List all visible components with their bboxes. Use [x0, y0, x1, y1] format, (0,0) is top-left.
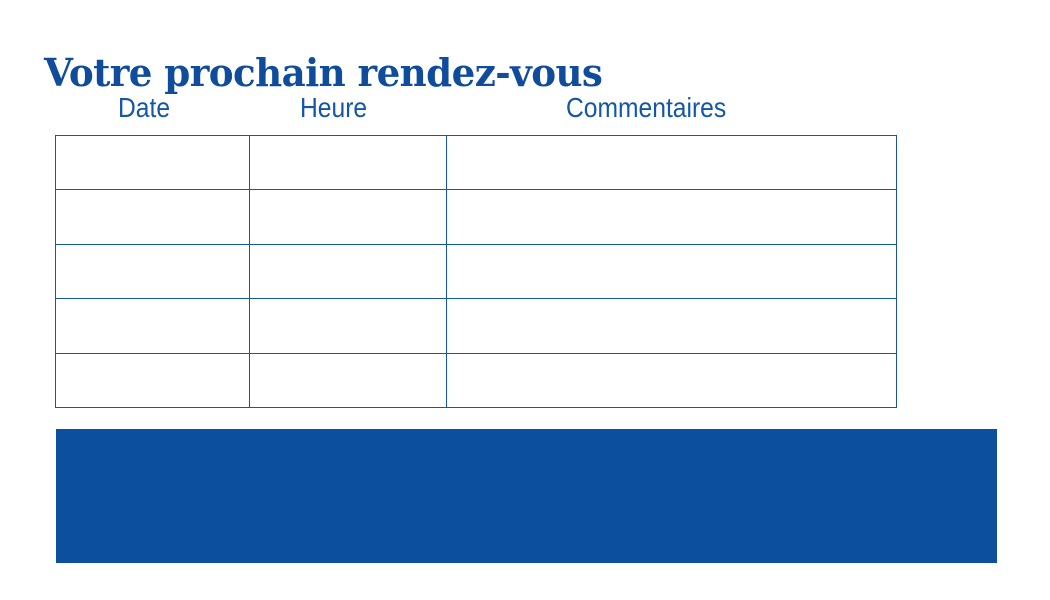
cell-commentaires[interactable]: [446, 298, 897, 354]
appointments-table: [55, 134, 897, 408]
cell-heure[interactable]: [249, 189, 447, 245]
cell-date[interactable]: [55, 352, 250, 408]
cell-commentaires[interactable]: [446, 352, 897, 408]
table-row: [55, 352, 897, 408]
cell-heure[interactable]: [249, 298, 447, 354]
table-row: [55, 134, 897, 191]
cell-heure[interactable]: [249, 134, 447, 191]
page-title: Votre prochain rendez-vous: [44, 50, 603, 96]
cell-heure[interactable]: [249, 352, 447, 408]
appointments-table-body: [55, 134, 897, 408]
table-row: [55, 243, 897, 300]
cell-date[interactable]: [55, 189, 250, 245]
table-row: [55, 298, 897, 354]
cell-commentaires[interactable]: [446, 243, 897, 300]
table-row: [55, 189, 897, 245]
blue-banner-block: [56, 429, 997, 563]
column-header-heure: Heure: [300, 92, 368, 123]
column-header-commentaires: Commentaires: [566, 92, 727, 123]
table-column-headers: Date Heure Commentaires: [55, 92, 896, 126]
column-header-date: Date: [118, 92, 171, 123]
cell-commentaires[interactable]: [446, 134, 897, 191]
cell-commentaires[interactable]: [446, 189, 897, 245]
cell-date[interactable]: [55, 243, 250, 300]
cell-date[interactable]: [55, 298, 250, 354]
cell-heure[interactable]: [249, 243, 447, 300]
cell-date[interactable]: [55, 134, 250, 191]
